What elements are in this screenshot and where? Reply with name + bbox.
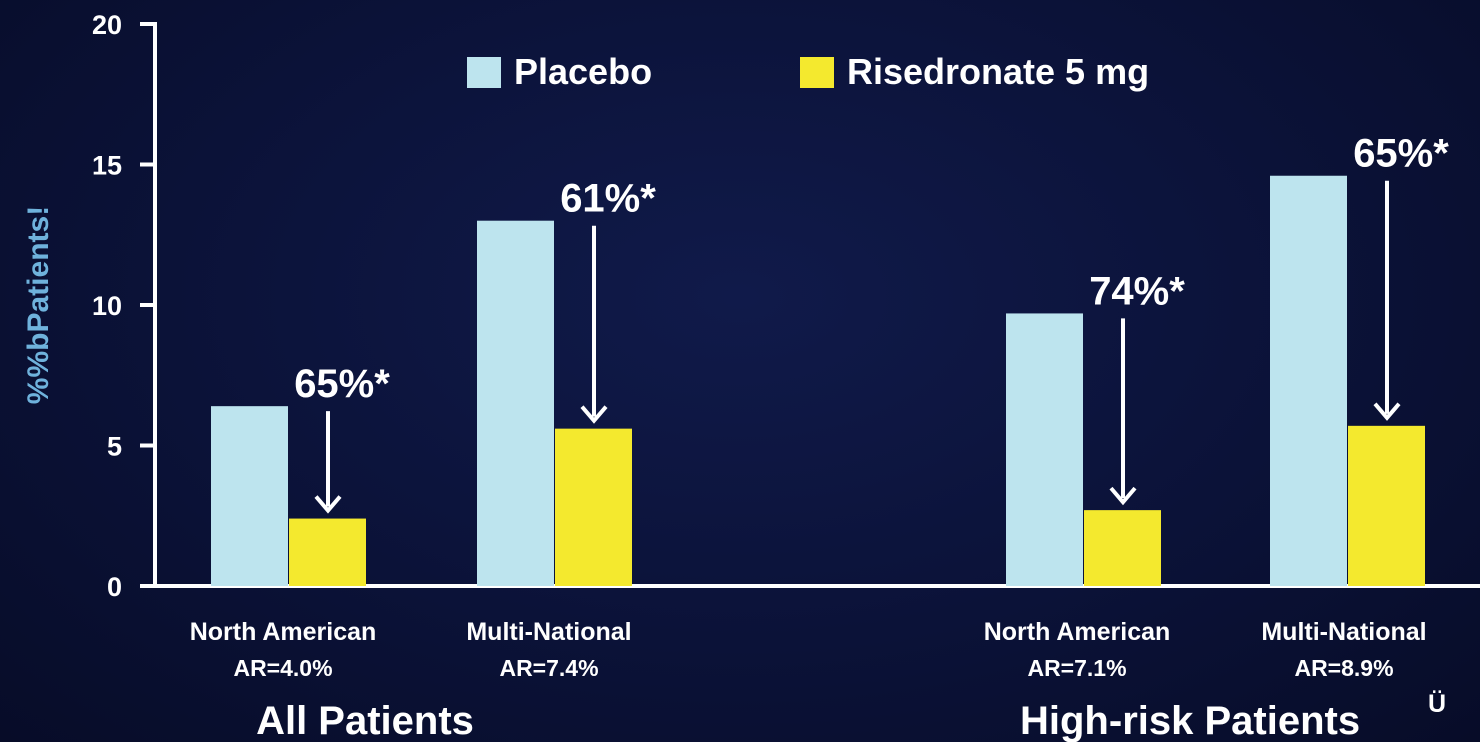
category-ar-2: AR=7.4% (499, 655, 598, 681)
group-label-high-risk-superscript: Ü (1428, 689, 1446, 718)
bar-placebo-3 (1006, 313, 1083, 586)
legend: Placebo Risedronate 5 mg (467, 51, 1149, 92)
annotation-arrowhead-4 (1373, 402, 1401, 421)
group-label-all-patients: All Patients (256, 699, 474, 742)
annotation-arrowhead-2 (580, 405, 608, 424)
y-axis: 0 5 10 15 20 %%bPatients! (22, 10, 157, 602)
bar-risedronate-4 (1348, 425, 1425, 586)
annotation-label-2: 61%* (560, 177, 656, 221)
annotation-arrowhead-1 (314, 495, 342, 514)
category-ar-1: AR=4.0% (233, 655, 332, 681)
category-name-2: Multi-National (466, 618, 631, 646)
y-tick-label-5: 5 (107, 432, 122, 462)
annotation-label-4: 65%* (1353, 132, 1449, 176)
bar-risedronate-3 (1084, 510, 1161, 586)
bar-risedronate-2 (555, 428, 632, 586)
legend-swatch-risedronate (800, 57, 834, 88)
annotations: 65%* 61%* 74%* 65%* (294, 132, 1449, 514)
y-tick-label-10: 10 (92, 291, 122, 321)
category-ar-4: AR=8.9% (1294, 655, 1393, 681)
y-ticks: 0 5 10 15 20 (92, 10, 157, 602)
y-tick-label-15: 15 (92, 151, 122, 181)
bar-placebo-1 (211, 406, 288, 586)
bars (211, 175, 1425, 587)
legend-swatch-placebo (467, 57, 501, 88)
y-axis-label: %%bPatients! (22, 206, 55, 404)
category-name-3: North American (984, 618, 1171, 646)
bar-placebo-4 (1270, 175, 1347, 587)
category-labels: North American AR=4.0% Multi-National AR… (190, 618, 1427, 681)
category-name-1: North American (190, 618, 377, 646)
group-label-high-risk: High-risk Patients (1020, 699, 1360, 742)
legend-label-placebo: Placebo (514, 51, 652, 92)
category-ar-3: AR=7.1% (1027, 655, 1126, 681)
category-name-4: Multi-National (1261, 618, 1426, 646)
y-tick-label-20: 20 (92, 10, 122, 40)
annotation-label-1: 65%* (294, 362, 390, 406)
bar-placebo-2 (477, 220, 554, 586)
annotation-label-3: 74%* (1089, 269, 1185, 313)
legend-label-risedronate: Risedronate 5 mg (847, 51, 1149, 92)
annotation-arrowhead-3 (1109, 486, 1137, 506)
bar-risedronate-1 (289, 518, 366, 586)
group-labels: All Patients High-risk Patients Ü (256, 689, 1446, 742)
y-tick-label-0: 0 (107, 572, 122, 602)
